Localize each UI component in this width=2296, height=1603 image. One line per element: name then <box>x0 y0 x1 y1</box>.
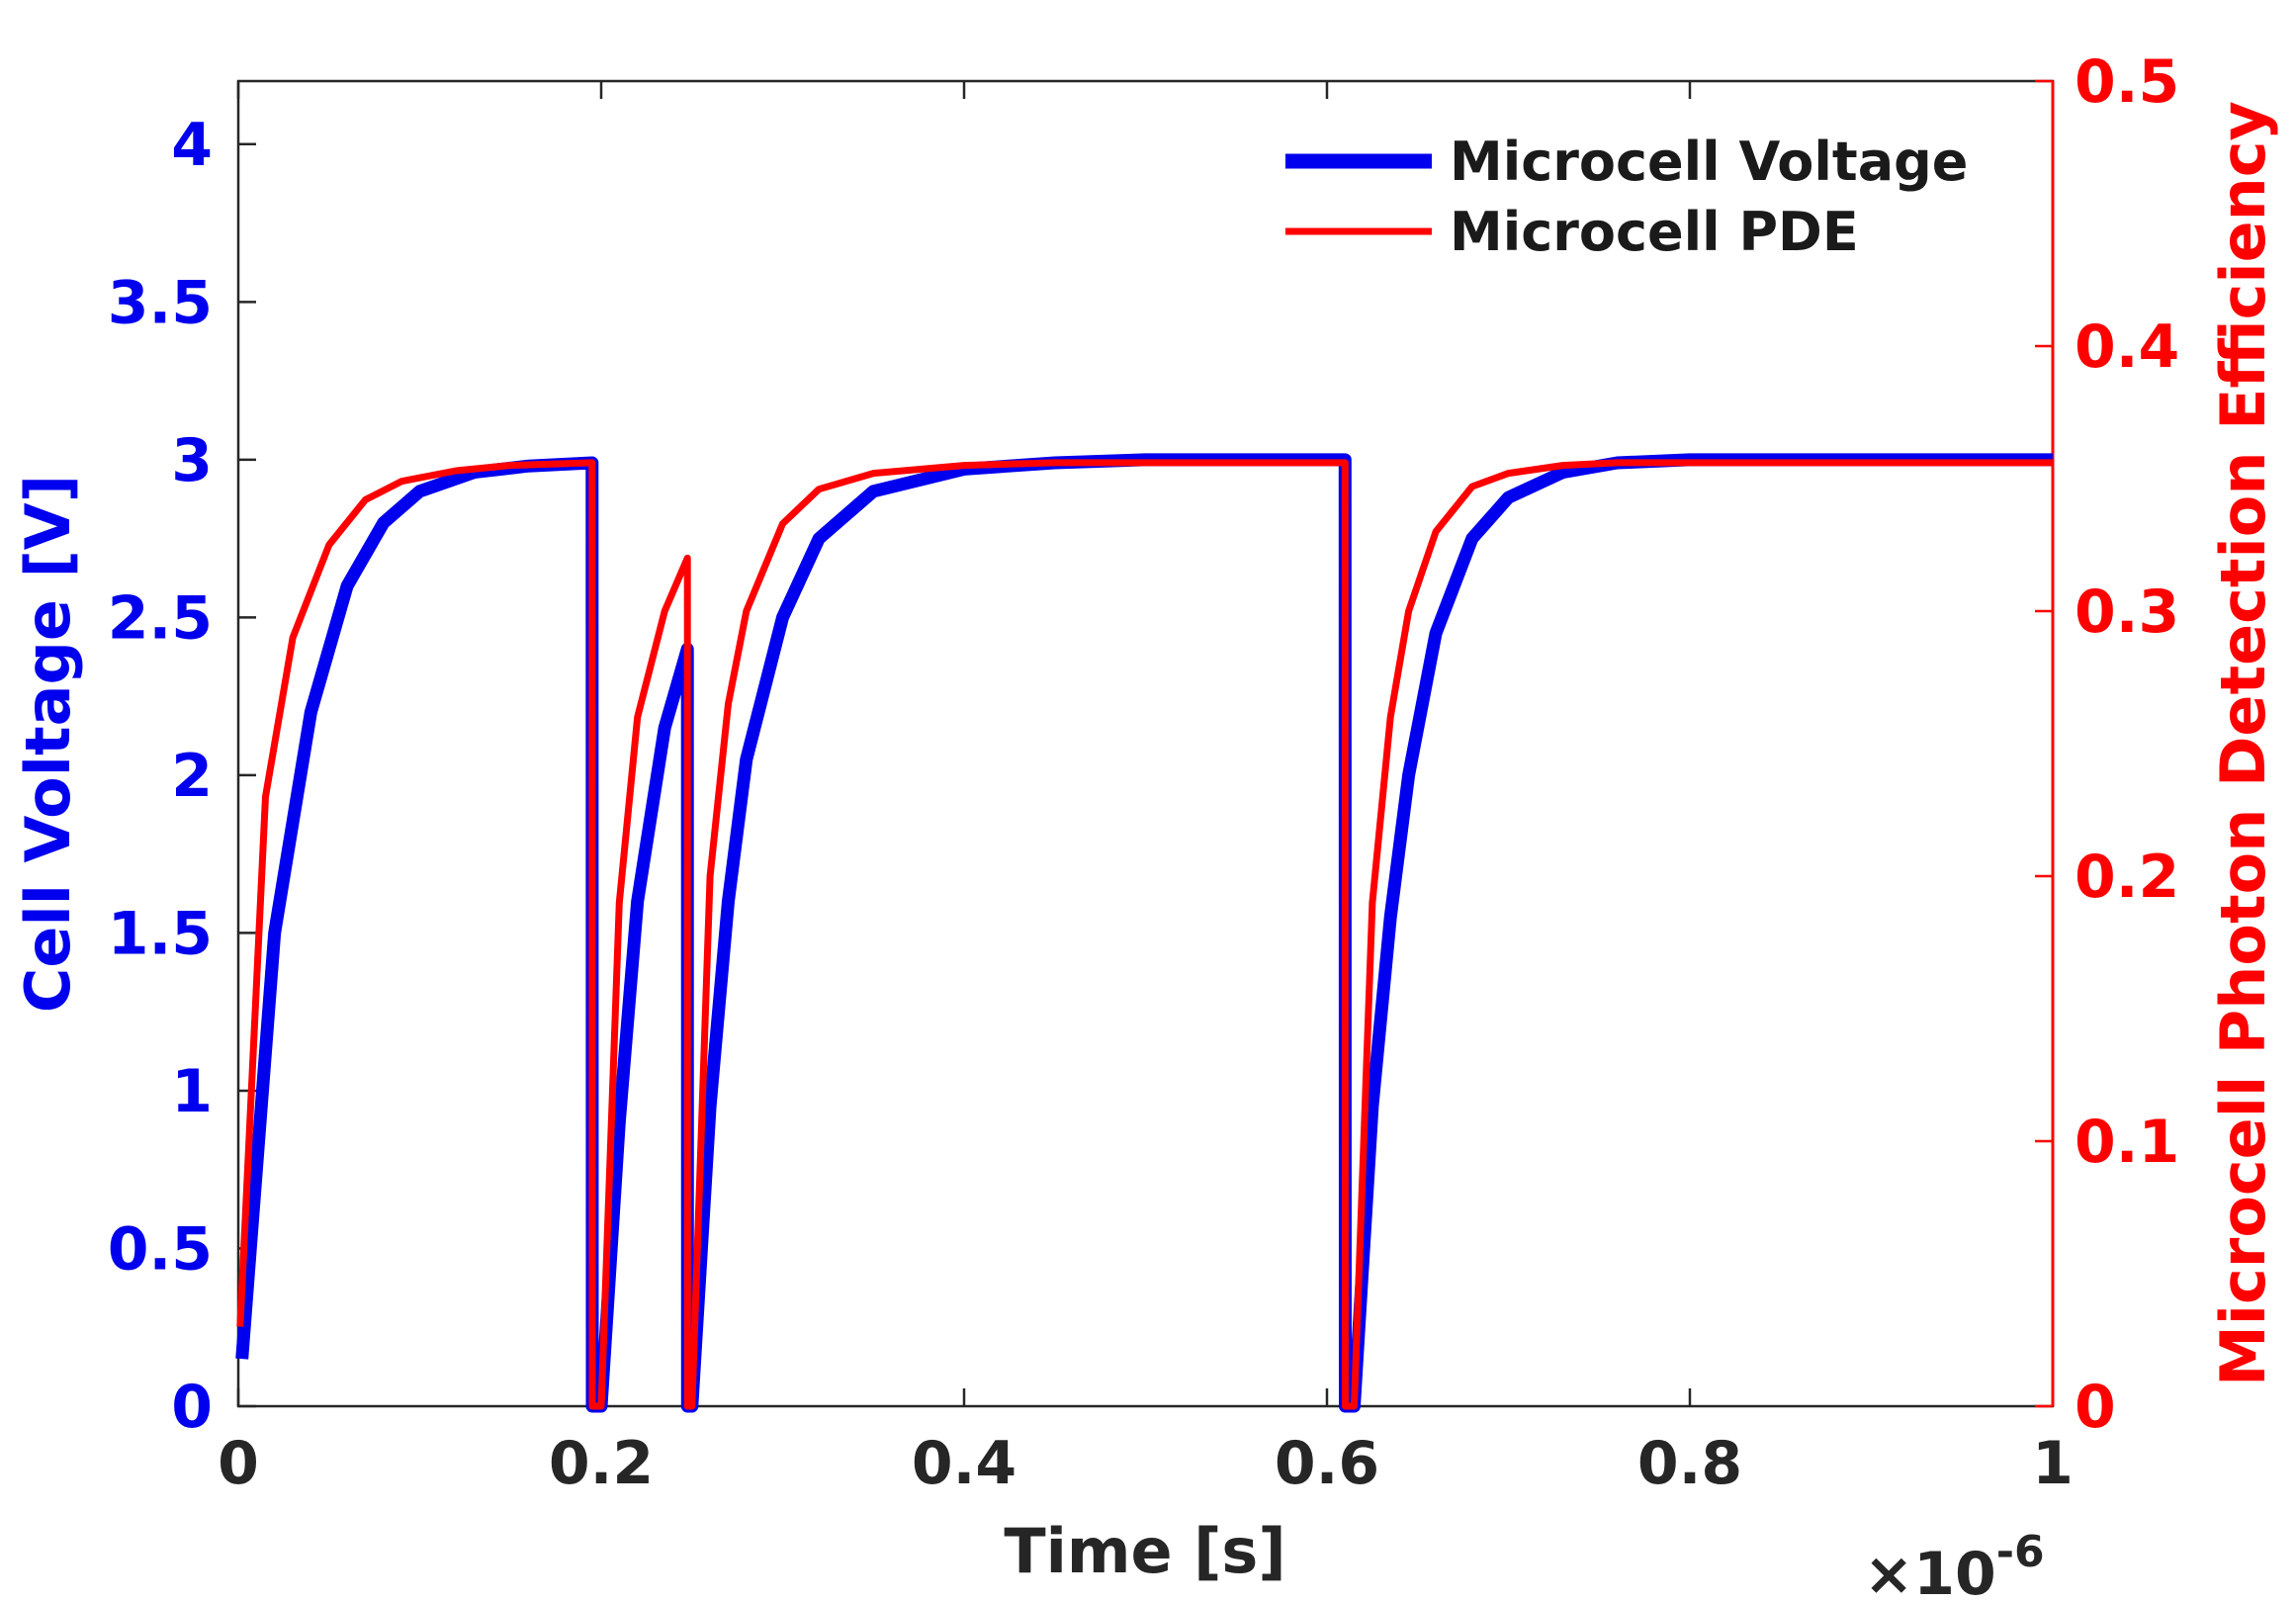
y-left-tick-label-0: 0 <box>171 1373 213 1442</box>
y-right-tick-label-3: 0.3 <box>2075 578 2179 647</box>
y-left-tick-label-5: 2.5 <box>108 583 213 653</box>
series-layer <box>235 453 2053 1413</box>
y-left-axis-title: Cell Voltage [V] <box>12 475 84 1013</box>
y-left-tick-label-8: 4 <box>171 111 213 180</box>
x-tick-label-4: 0.8 <box>1637 1429 1742 1498</box>
y-right-tick-label-2: 0.2 <box>2075 843 2179 912</box>
legend-label-pde: Microcell PDE <box>1450 201 1859 263</box>
y-left-tick-label-6: 3 <box>171 426 213 495</box>
x-axis-title: Time [s] <box>1004 1515 1285 1587</box>
y-right-tick-label-5: 0.5 <box>2075 47 2179 117</box>
y-right-tick-label-1: 0.1 <box>2075 1108 2179 1177</box>
legend-label-voltage: Microcell Voltage <box>1450 131 1968 193</box>
x-tick-label-2: 0.4 <box>912 1429 1016 1498</box>
y-left-tick-label-3: 1.5 <box>108 899 213 968</box>
y-right-axis-title: Microcell Photon Detection Efficiency <box>2207 101 2279 1386</box>
legend: Microcell Voltage Microcell PDE <box>1285 131 1968 263</box>
y-left-tick-label-1: 0.5 <box>108 1214 213 1284</box>
y-axis-right: 0 0.1 0.2 0.3 0.4 0.5 <box>2035 47 2179 1442</box>
y-axis-left: 0 0.5 1 1.5 2 2.5 3 3.5 4 <box>108 111 256 1442</box>
series-line-pde <box>236 459 2053 1410</box>
y-right-tick-label-4: 0.4 <box>2075 312 2179 382</box>
x-tick-label-5: 1 <box>2032 1429 2074 1498</box>
y-left-tick-label-4: 2 <box>171 742 213 811</box>
x-tick-label-1: 0.2 <box>549 1429 654 1498</box>
y-right-tick-label-0: 0 <box>2075 1373 2116 1442</box>
x-tick-label-3: 0.6 <box>1275 1429 1379 1498</box>
x-tick-label-0: 0 <box>218 1429 259 1498</box>
y-left-tick-label-7: 3.5 <box>108 268 213 337</box>
x-multiplier: ×10-6 <box>1864 1527 2045 1603</box>
x-axis: 0 0.2 0.4 0.6 0.8 1 <box>218 81 2074 1498</box>
y-left-tick-label-2: 1 <box>171 1057 213 1126</box>
plot-area <box>236 79 2055 1408</box>
